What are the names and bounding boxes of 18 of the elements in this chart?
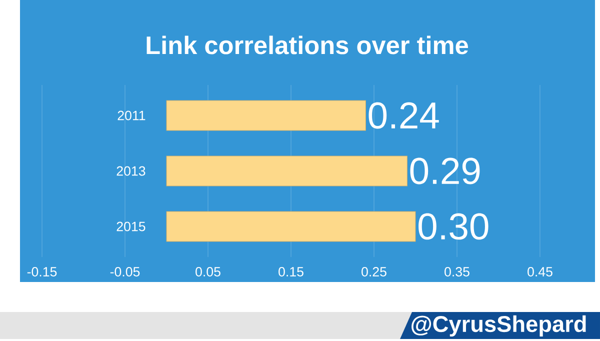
y-tick-label: 2013 bbox=[116, 166, 146, 176]
y-tick-label: 2015 bbox=[116, 222, 146, 232]
x-tick-label: -0.05 bbox=[110, 267, 140, 276]
x-tick-label: 0.45 bbox=[528, 267, 552, 276]
x-tick-label: 0.15 bbox=[278, 267, 304, 276]
bar bbox=[166, 211, 416, 242]
y-tick-label: 2011 bbox=[118, 110, 146, 120]
x-tick-label: 0.05 bbox=[196, 267, 220, 276]
data-label: 0.30 bbox=[418, 213, 488, 240]
chart-title: Link correlations over time bbox=[146, 36, 468, 54]
x-tick-label: 0.35 bbox=[444, 267, 470, 276]
bar bbox=[166, 156, 408, 186]
data-label: 0.29 bbox=[410, 158, 480, 184]
data-label: 0.24 bbox=[368, 102, 439, 129]
x-tick-label: -0.15 bbox=[27, 267, 57, 276]
bar bbox=[166, 100, 366, 131]
text: @CyrusShepard bbox=[412, 315, 586, 337]
x-tick-label: 0.25 bbox=[362, 267, 386, 276]
